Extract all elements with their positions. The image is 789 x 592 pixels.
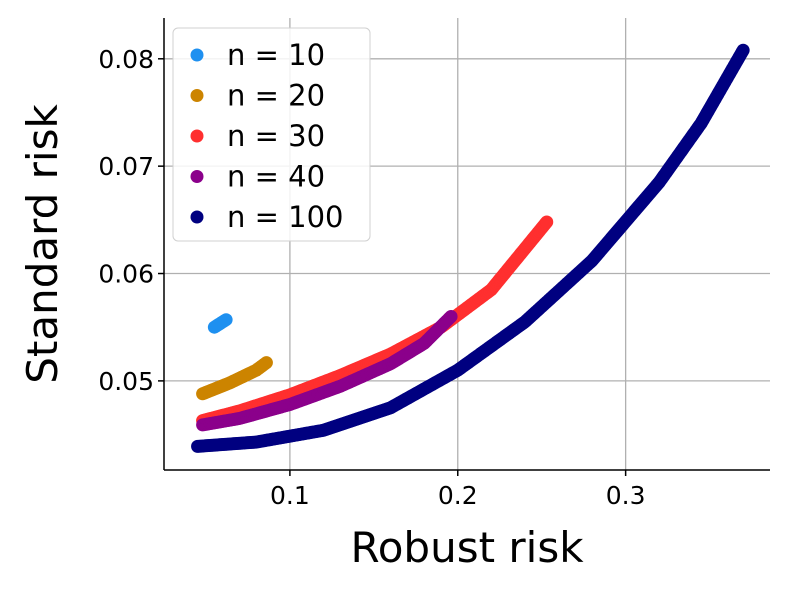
series-n-40 [196, 309, 458, 432]
legend-marker [190, 48, 204, 62]
data-point [736, 43, 750, 57]
legend-entries: n = 10 n = 20 n = 30 n = 40 n = 100 [190, 38, 343, 234]
series-n-10 [207, 313, 233, 334]
legend: n = 10 n = 20 n = 30 n = 40 n = 100 [172, 27, 371, 242]
legend-marker [190, 170, 204, 183]
y-tick-label: 0.08 [98, 45, 154, 74]
data-point [259, 356, 273, 370]
legend-box [172, 27, 371, 242]
series-n-100 [191, 43, 750, 453]
series-n-30 [196, 215, 554, 428]
y-tick-label: 0.05 [98, 367, 154, 396]
legend-marker [190, 210, 204, 224]
legend-label: n = 40 [227, 160, 325, 194]
legend-label: n = 100 [227, 200, 343, 234]
y-tick-label: 0.06 [98, 260, 154, 289]
series-n-20 [196, 356, 273, 401]
x-tick-label: 0.2 [438, 481, 478, 510]
legend-marker [190, 89, 204, 102]
data-point [540, 215, 554, 229]
legend-label: n = 30 [227, 119, 325, 153]
data-point [219, 313, 233, 327]
ticks: 0.1 0.2 0.3 0.05 0.06 0.07 0.08 [98, 45, 645, 510]
x-axis-label: Robust risk [350, 523, 584, 572]
y-tick-label: 0.07 [98, 152, 154, 181]
x-tick-label: 0.3 [606, 481, 646, 510]
legend-label: n = 20 [227, 79, 325, 113]
y-axis-label: Standard risk [18, 104, 67, 384]
legend-label: n = 10 [227, 38, 325, 72]
data-point [444, 309, 458, 323]
legend-marker [190, 129, 204, 143]
x-tick-label: 0.1 [270, 481, 310, 510]
series-layer [191, 43, 750, 453]
